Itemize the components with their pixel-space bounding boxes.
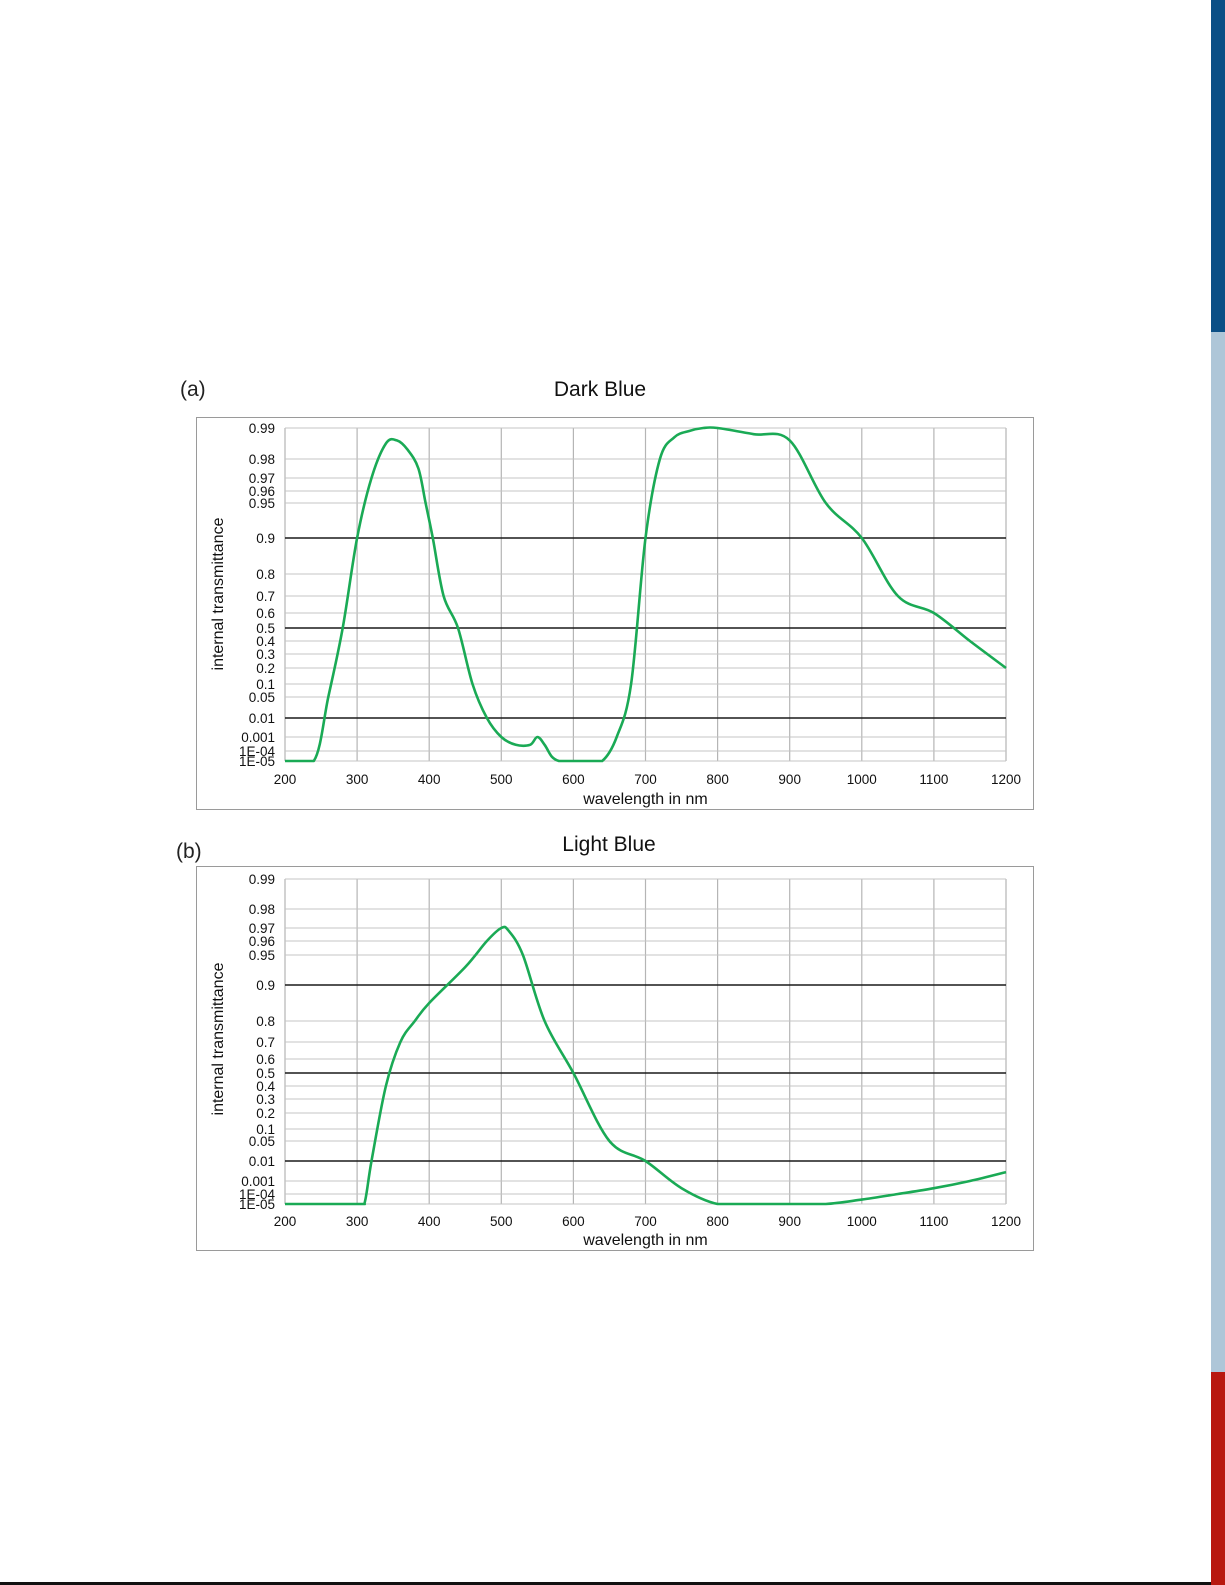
edge-bar-top bbox=[1211, 0, 1225, 332]
x-tick-label: 1000 bbox=[847, 772, 877, 787]
x-tick-label: 900 bbox=[778, 1214, 801, 1229]
x-tick-label: 200 bbox=[274, 1214, 297, 1229]
x-tick-label: 1000 bbox=[847, 1214, 877, 1229]
chart-title-b: Light Blue bbox=[562, 833, 656, 856]
x-tick-label: 300 bbox=[346, 1214, 369, 1229]
y-tick-label: 0.1 bbox=[256, 1122, 275, 1137]
chart-a-svg: 200 300 400 500 600 700 800 900 1000 1100 1200 1E-0… bbox=[210, 421, 1021, 808]
x-tick-label: 1200 bbox=[991, 772, 1021, 787]
y-tick-label: 0.96 bbox=[249, 934, 275, 949]
y-tick-label: 0.97 bbox=[249, 921, 275, 936]
y-axis-label: internal transmittance bbox=[210, 962, 227, 1115]
panel-label-a: (a) bbox=[180, 378, 206, 401]
bottom-rule bbox=[0, 1582, 1211, 1585]
y-tick-label: 0.9 bbox=[256, 978, 275, 993]
x-tick-label: 800 bbox=[706, 772, 729, 787]
y-tick-label: 1E-05 bbox=[239, 754, 275, 769]
y-tick-label: 0.2 bbox=[256, 1106, 275, 1121]
x-tick-label: 500 bbox=[490, 1214, 513, 1229]
x-tick-label: 1200 bbox=[991, 1214, 1021, 1229]
x-tick-label: 1100 bbox=[919, 1214, 948, 1229]
y-tick-label: 0.4 bbox=[256, 1079, 275, 1094]
y-tick-label: 0.9 bbox=[256, 531, 275, 546]
y-tick-label: 0.05 bbox=[249, 690, 275, 705]
x-tick-label: 900 bbox=[778, 772, 801, 787]
panel-label-b: (b) bbox=[176, 840, 202, 863]
y-tick-label: 0.05 bbox=[249, 1134, 275, 1149]
x-tick-label: 200 bbox=[274, 772, 297, 787]
chart-b-svg: 200 300 400 500 600 700 800 900 1000 1100 1200 1E-0… bbox=[210, 872, 1021, 1249]
x-axis-label: wavelength in nm bbox=[582, 791, 708, 808]
y-tick-label: 0.98 bbox=[249, 452, 275, 467]
edge-bar-middle bbox=[1211, 332, 1225, 1372]
y-tick-label: 0.96 bbox=[249, 484, 275, 499]
y-axis-label: internal transmittance bbox=[210, 517, 227, 670]
y-tick-label: 0.7 bbox=[256, 589, 275, 604]
x-tick-label: 700 bbox=[634, 772, 657, 787]
chart-title-a: Dark Blue bbox=[553, 378, 647, 401]
y-tick-label: 0.6 bbox=[256, 1052, 275, 1067]
y-tick-label: 0.7 bbox=[256, 1035, 275, 1050]
chart-a: 200 300 400 500 600 700 800 900 1000 1100 1200 1E-0… bbox=[196, 417, 1034, 810]
x-tick-label: 600 bbox=[562, 1214, 585, 1229]
y-tick-label: 0.95 bbox=[249, 948, 275, 963]
y-tick-label: 0.01 bbox=[249, 711, 275, 726]
x-tick-label: 700 bbox=[634, 1214, 657, 1229]
y-tick-label: 0.3 bbox=[256, 1092, 275, 1107]
y-tick-label: 0.8 bbox=[256, 567, 275, 582]
y-tick-label: 0.95 bbox=[249, 496, 275, 511]
y-tick-label: 0.01 bbox=[249, 1154, 275, 1169]
y-tick-label: 0.5 bbox=[256, 621, 275, 636]
series-line bbox=[285, 426, 1007, 763]
chart-b: 200 300 400 500 600 700 800 900 1000 1100 1200 1E-0… bbox=[196, 866, 1034, 1251]
y-tick-label: 0.8 bbox=[256, 1014, 275, 1029]
x-tick-label: 400 bbox=[418, 772, 441, 787]
y-tick-label: 0.99 bbox=[249, 421, 275, 436]
x-tick-label: 800 bbox=[706, 1214, 729, 1229]
y-tick-label: 1E-05 bbox=[239, 1197, 275, 1212]
y-tick-label: 0.001 bbox=[241, 730, 275, 745]
x-axis-label: wavelength in nm bbox=[582, 1232, 708, 1249]
x-tick-label: 1100 bbox=[919, 772, 948, 787]
y-tick-label: 1E-04 bbox=[239, 1187, 276, 1202]
y-tick-label: 0.3 bbox=[256, 647, 275, 662]
y-tick-label: 0.5 bbox=[256, 1066, 275, 1081]
edge-bar-bottom bbox=[1211, 1372, 1225, 1585]
y-tick-label: 0.1 bbox=[256, 677, 275, 692]
y-tick-label: 0.001 bbox=[241, 1174, 275, 1189]
y-tick-label: 0.98 bbox=[249, 902, 275, 917]
series-line bbox=[284, 925, 1007, 1206]
y-tick-label: 0.99 bbox=[249, 872, 275, 887]
x-tick-label: 500 bbox=[490, 772, 513, 787]
y-tick-label: 0.2 bbox=[256, 661, 275, 676]
x-tick-label: 400 bbox=[418, 1214, 441, 1229]
y-tick-label: 0.97 bbox=[249, 471, 275, 486]
y-tick-label: 0.4 bbox=[256, 634, 275, 649]
y-tick-label: 1E-04 bbox=[239, 744, 276, 759]
y-tick-label: 0.6 bbox=[256, 606, 275, 621]
x-tick-label: 600 bbox=[562, 772, 585, 787]
x-tick-label: 300 bbox=[346, 772, 369, 787]
